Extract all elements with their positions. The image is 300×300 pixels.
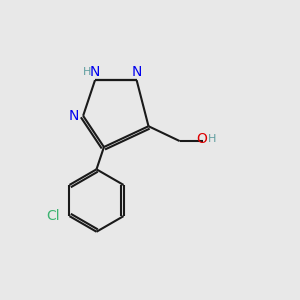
Text: N: N <box>90 65 100 79</box>
Text: N: N <box>131 65 142 79</box>
Text: Cl: Cl <box>46 209 60 223</box>
Text: N: N <box>69 109 80 123</box>
Text: H: H <box>82 67 91 77</box>
Text: H: H <box>208 134 217 144</box>
Text: O: O <box>196 132 208 146</box>
